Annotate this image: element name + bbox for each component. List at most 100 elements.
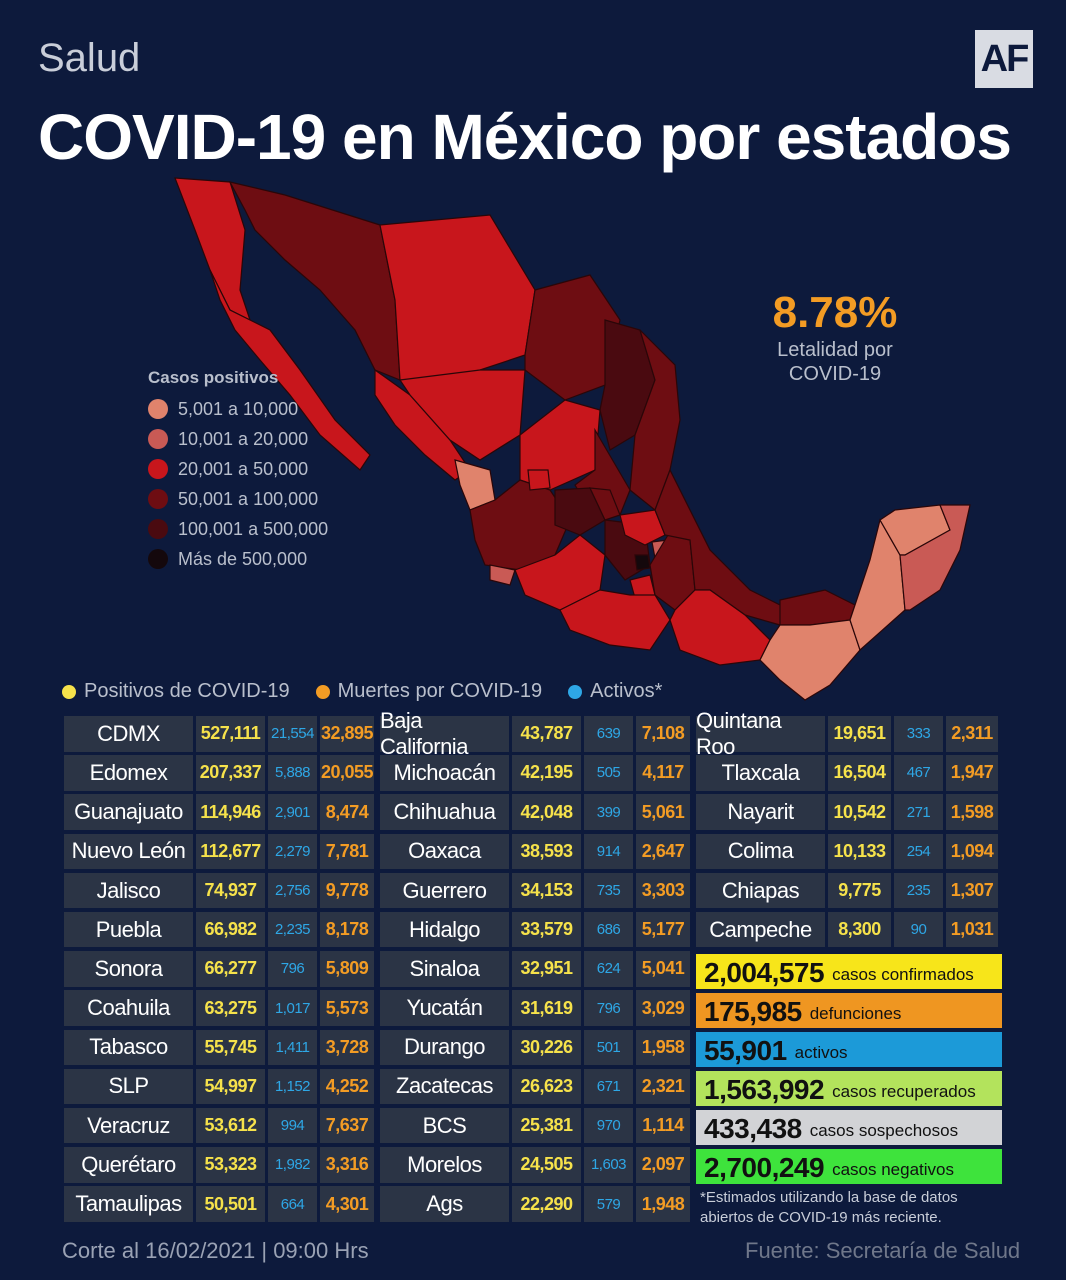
table-column-3: Quintana Roo 19,651 333 2,311 Tlaxcala 16,504… bbox=[696, 708, 1001, 951]
active-cases: 501 bbox=[584, 1029, 633, 1065]
table-row: Tabasco 55,745 1,411 3,728 bbox=[64, 1029, 377, 1065]
deaths: 7,108 bbox=[636, 716, 690, 752]
legend-label: 20,001 a 50,000 bbox=[178, 458, 309, 479]
active-cases: 333 bbox=[894, 716, 943, 752]
active-cases: 1,152 bbox=[268, 1068, 317, 1105]
table-row: Zacatecas 26,623 671 2,321 bbox=[380, 1068, 693, 1105]
state-name: Baja California bbox=[380, 708, 509, 759]
state-name: Guanajuato bbox=[64, 794, 193, 830]
active-cases: 1,017 bbox=[268, 990, 317, 1026]
active-cases: 2,756 bbox=[268, 872, 317, 909]
mexico-map bbox=[174, 177, 971, 701]
table-row: Yucatán 31,619 796 3,029 bbox=[380, 990, 693, 1026]
legend-item: 10,001 a 20,000 bbox=[148, 424, 328, 454]
deaths: 5,061 bbox=[636, 794, 690, 830]
positive-cases: 42,048 bbox=[512, 794, 581, 830]
positive-cases: 54,997 bbox=[196, 1068, 265, 1105]
positive-cases: 207,337 bbox=[196, 755, 265, 791]
positive-cases: 30,226 bbox=[512, 1029, 581, 1065]
table-row: Guanajuato 114,946 2,901 8,474 bbox=[64, 794, 377, 830]
legend-swatch bbox=[148, 459, 168, 479]
key-dot bbox=[315, 684, 330, 699]
total-box: 2,700,249 casos negativos bbox=[696, 1149, 1002, 1184]
deaths: 5,041 bbox=[636, 951, 690, 987]
total-label: defunciones bbox=[809, 1004, 902, 1023]
total-label: casos confirmados bbox=[832, 965, 974, 984]
deaths: 1,947 bbox=[946, 755, 998, 791]
key-item: Positivos de COVID-19 bbox=[62, 680, 290, 703]
table-row: SLP 54,997 1,152 4,252 bbox=[64, 1068, 377, 1105]
legend-swatch bbox=[148, 489, 168, 509]
legend-item: 50,001 a 100,000 bbox=[148, 484, 328, 514]
active-cases: 90 bbox=[894, 911, 943, 948]
active-cases: 664 bbox=[268, 1186, 317, 1222]
deaths: 4,117 bbox=[636, 755, 690, 791]
state-name: Puebla bbox=[64, 911, 193, 948]
table-column-2: Baja California 43,787 639 7,108 Michoacán 42… bbox=[380, 708, 693, 1225]
legend-item: Más de 500,000 bbox=[148, 544, 328, 574]
state-name: Veracruz bbox=[64, 1107, 193, 1144]
total-value: 2,004,575 bbox=[704, 957, 825, 988]
active-cases: 639 bbox=[584, 716, 633, 752]
map-quintana-roo bbox=[899, 504, 971, 611]
legend-swatch bbox=[148, 549, 168, 569]
table-row: Chihuahua 42,048 399 5,061 bbox=[380, 794, 693, 830]
deaths: 1,094 bbox=[946, 833, 998, 870]
active-cases: 686 bbox=[584, 911, 633, 948]
state-name: Durango bbox=[380, 1029, 509, 1065]
active-cases: 235 bbox=[894, 872, 943, 909]
state-name: Chiapas bbox=[696, 872, 825, 909]
key-label: Muertes por COVID-19 bbox=[337, 680, 543, 702]
deaths: 1,031 bbox=[946, 911, 998, 948]
table-row: Jalisco 74,937 2,756 9,778 bbox=[64, 872, 377, 909]
deaths: 2,647 bbox=[636, 833, 690, 870]
table-row: Edomex 207,337 5,888 20,055 bbox=[64, 755, 377, 791]
map-chihuahua bbox=[379, 214, 536, 381]
active-cases: 671 bbox=[584, 1068, 633, 1105]
table-row: Sonora 66,277 796 5,809 bbox=[64, 951, 377, 987]
state-name: Nuevo León bbox=[64, 833, 193, 870]
state-name: Oaxaca bbox=[380, 833, 509, 870]
total-box: 2,004,575 casos confirmados bbox=[696, 954, 1002, 989]
positive-cases: 24,505 bbox=[512, 1147, 581, 1183]
active-cases: 1,411 bbox=[268, 1029, 317, 1065]
state-name: Tabasco bbox=[64, 1029, 193, 1065]
legend-label: 10,001 a 20,000 bbox=[178, 428, 309, 449]
table-row: BCS 25,381 970 1,114 bbox=[380, 1107, 693, 1144]
deaths: 2,097 bbox=[636, 1147, 690, 1183]
active-cases: 254 bbox=[894, 833, 943, 870]
positive-cases: 112,677 bbox=[196, 833, 265, 870]
deaths: 1,598 bbox=[946, 794, 998, 830]
map-colima bbox=[489, 564, 516, 586]
table-row: Tamaulipas 50,501 664 4,301 bbox=[64, 1186, 377, 1222]
deaths: 2,311 bbox=[946, 716, 998, 752]
state-name: Tamaulipas bbox=[64, 1186, 193, 1222]
legend-label: 50,001 a 100,000 bbox=[178, 488, 319, 509]
state-name: Chihuahua bbox=[380, 794, 509, 830]
active-cases: 624 bbox=[584, 951, 633, 987]
state-name: Ags bbox=[380, 1186, 509, 1222]
deaths: 20,055 bbox=[320, 755, 374, 791]
key-dot bbox=[568, 684, 583, 699]
table-row: Tlaxcala 16,504 467 1,947 bbox=[696, 755, 1001, 791]
deaths: 8,178 bbox=[320, 911, 374, 948]
state-name: Sinaloa bbox=[380, 951, 509, 987]
table-column-1: CDMX 527,111 21,554 32,895 Edomex 207,337 5,88… bbox=[64, 716, 377, 1225]
state-name: Coahuila bbox=[64, 990, 193, 1026]
deaths: 9,778 bbox=[320, 872, 374, 909]
total-value: 175,985 bbox=[704, 996, 802, 1027]
positive-cases: 26,623 bbox=[512, 1068, 581, 1105]
total-label: casos sospechosos bbox=[809, 1121, 959, 1140]
table-row: Oaxaca 38,593 914 2,647 bbox=[380, 833, 693, 870]
map-durango bbox=[398, 369, 526, 461]
positive-cases: 38,593 bbox=[512, 833, 581, 870]
map-oaxaca bbox=[669, 589, 771, 666]
positive-cases: 55,745 bbox=[196, 1029, 265, 1065]
deaths: 1,307 bbox=[946, 872, 998, 909]
legend-item: 20,001 a 50,000 bbox=[148, 454, 328, 484]
deaths: 5,809 bbox=[320, 951, 374, 987]
active-cases: 796 bbox=[268, 951, 317, 987]
deaths: 4,301 bbox=[320, 1186, 374, 1222]
table-row: Chiapas 9,775 235 1,307 bbox=[696, 872, 1001, 909]
state-name: SLP bbox=[64, 1068, 193, 1105]
